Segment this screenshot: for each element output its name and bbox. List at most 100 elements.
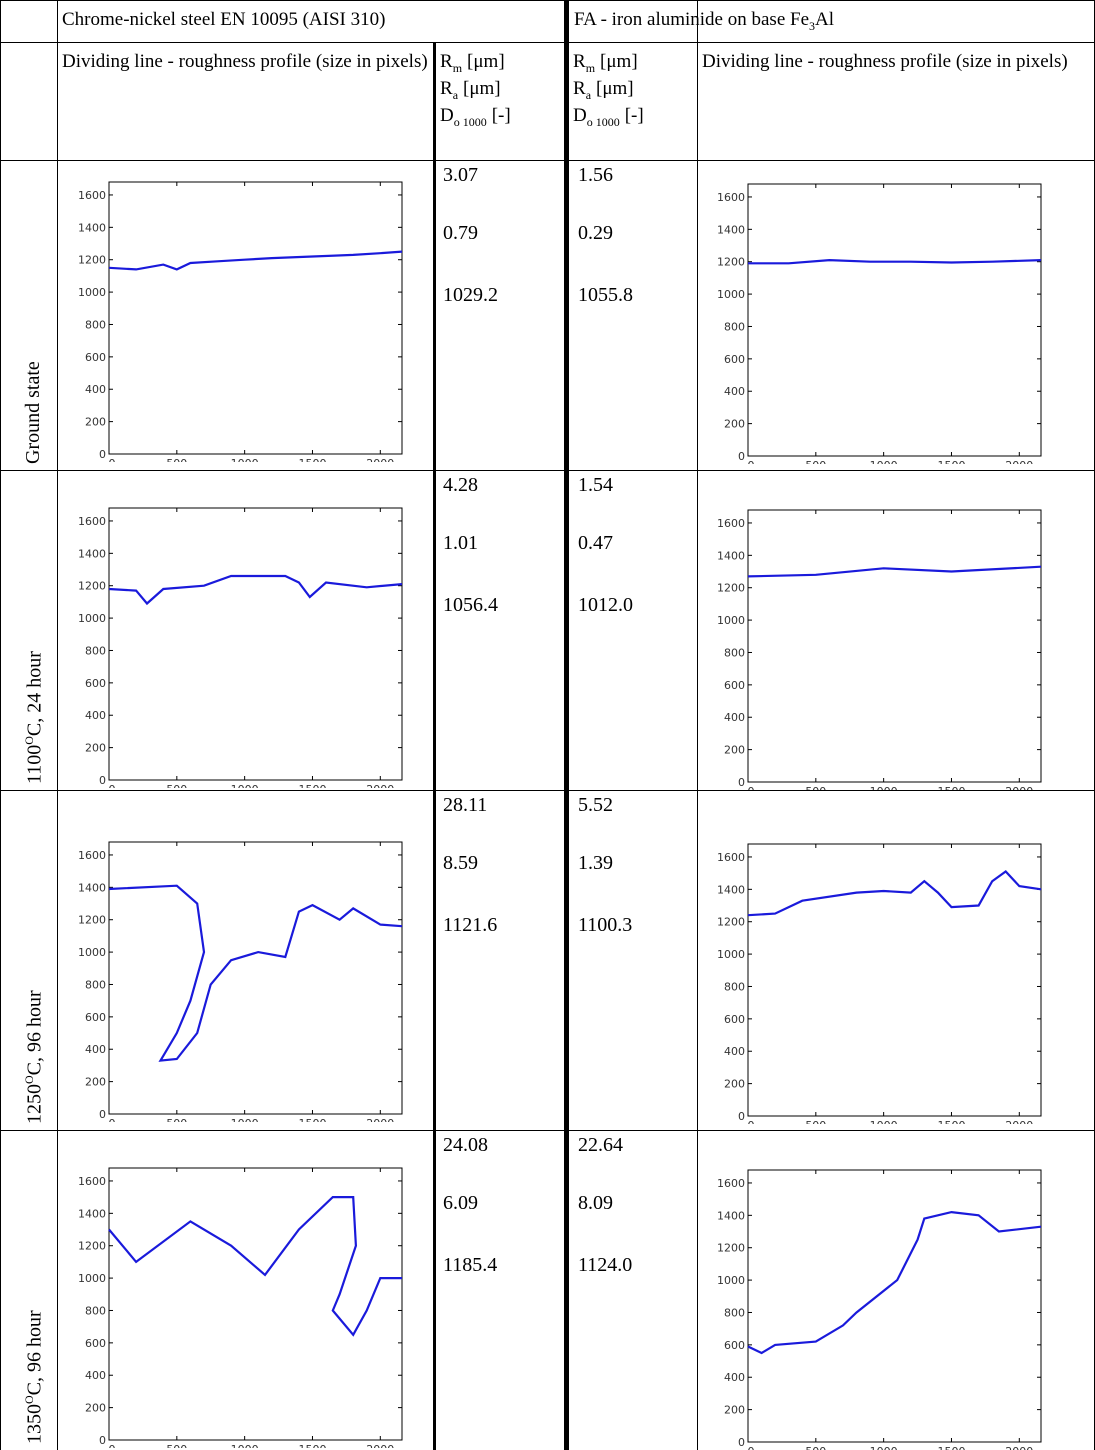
value: 4.28 <box>443 474 478 497</box>
param-symbol: R <box>573 78 586 99</box>
col-border-thick <box>564 0 569 1450</box>
param-sub: m <box>586 61 595 75</box>
value: 0.47 <box>578 532 613 555</box>
row-border <box>0 0 1095 1</box>
y-tick-label: 1400 <box>78 221 106 234</box>
y-tick-label: 1400 <box>717 549 745 562</box>
value: 0.79 <box>443 222 478 245</box>
y-tick-label: 0 <box>738 1436 745 1449</box>
y-tick-label: 1600 <box>78 515 106 528</box>
row-border <box>0 1130 1095 1131</box>
x-tick-label: 1000 <box>870 1119 898 1124</box>
param-symbol: R <box>440 78 453 99</box>
value: 22.64 <box>578 1134 623 1157</box>
x-tick-label: 1500 <box>298 457 326 462</box>
plot-frame <box>109 182 402 454</box>
header-cell: FA - iron aluminide on base Fe3Al <box>574 8 1089 38</box>
text: 1250 <box>24 1084 46 1124</box>
param-sub: o 1000 <box>454 115 487 129</box>
x-tick-label: 1500 <box>298 1117 326 1122</box>
param-cell: Rm[μm]Ra[μm]Do 1000[-] <box>440 50 560 131</box>
param-cell: Rm[μm]Ra[μm]Do 1000[-] <box>573 50 693 131</box>
param-sub: a <box>453 88 458 102</box>
x-tick-label: 2000 <box>1005 1119 1033 1124</box>
text: 1100 <box>24 745 46 784</box>
profile-plot: 0200400600800100012001400160005001000150… <box>59 1148 437 1448</box>
y-tick-label: 1000 <box>78 612 106 625</box>
y-tick-label: 1200 <box>78 914 106 927</box>
x-tick-label: 1500 <box>298 783 326 788</box>
y-tick-label: 800 <box>85 318 106 331</box>
x-tick-label: 1500 <box>298 1443 326 1448</box>
value: 1.39 <box>578 852 613 875</box>
y-tick-label: 800 <box>85 1304 106 1317</box>
plot-frame <box>748 184 1041 456</box>
profile-plot: 0200400600800100012001400160005001000150… <box>698 824 1076 1124</box>
param: Do 1000[-] <box>440 104 560 131</box>
x-tick-label: 0 <box>748 1119 755 1124</box>
profile-plot: 0200400600800100012001400160005001000150… <box>698 490 1076 790</box>
y-tick-label: 0 <box>99 448 106 461</box>
header-cell: Dividing line - roughness profile (size … <box>702 50 1090 74</box>
plot-frame <box>748 1170 1041 1442</box>
value: 24.08 <box>443 1134 488 1157</box>
y-tick-label: 0 <box>99 774 106 787</box>
x-tick-label: 1500 <box>937 1445 965 1450</box>
y-tick-label: 800 <box>724 980 745 993</box>
x-tick-label: 500 <box>805 1119 826 1124</box>
x-tick-label: 1000 <box>231 1443 259 1448</box>
y-tick-label: 1600 <box>717 851 745 864</box>
value: 1185.4 <box>443 1254 497 1277</box>
y-tick-label: 1000 <box>717 288 745 301</box>
y-tick-label: 600 <box>724 679 745 692</box>
x-tick-label: 500 <box>805 459 826 464</box>
x-tick-label: 0 <box>109 457 116 462</box>
value: 6.09 <box>443 1192 478 1215</box>
x-tick-label: 0 <box>109 1443 116 1448</box>
plot-frame <box>109 508 402 780</box>
value: 1012.0 <box>578 594 633 617</box>
col-border <box>57 0 58 1450</box>
param-unit: [μm] <box>600 51 638 72</box>
y-tick-label: 1400 <box>78 881 106 894</box>
y-tick-label: 1600 <box>78 189 106 202</box>
param: Rm[μm] <box>573 50 693 77</box>
x-tick-label: 1000 <box>231 457 259 462</box>
y-tick-label: 1400 <box>78 1207 106 1220</box>
param-sub: m <box>453 61 462 75</box>
x-tick-label: 500 <box>166 1443 187 1448</box>
superscript: O <box>22 1075 36 1084</box>
header-cell: Chrome-nickel steel EN 10095 (AISI 310) <box>62 8 432 32</box>
param-unit: [-] <box>625 105 644 126</box>
plot-frame <box>109 842 402 1114</box>
value: 5.52 <box>578 794 613 817</box>
x-tick-label: 2000 <box>1005 785 1033 790</box>
plot-frame <box>748 510 1041 782</box>
y-tick-label: 1400 <box>78 547 106 560</box>
y-tick-label: 1200 <box>78 254 106 267</box>
y-tick-label: 1600 <box>78 1175 106 1188</box>
x-tick-label: 500 <box>166 1117 187 1122</box>
x-tick-label: 0 <box>748 1445 755 1450</box>
y-tick-label: 1600 <box>717 191 745 204</box>
row-label: 1100OC, 24 hour <box>22 651 47 784</box>
y-tick-label: 200 <box>724 418 745 431</box>
x-tick-label: 500 <box>805 1445 826 1450</box>
y-tick-label: 800 <box>85 978 106 991</box>
y-tick-label: 600 <box>724 353 745 366</box>
x-tick-label: 500 <box>166 783 187 788</box>
text: Chrome-nickel steel EN 10095 (AISI 310) <box>62 9 385 30</box>
x-tick-label: 500 <box>805 785 826 790</box>
y-tick-label: 1000 <box>78 946 106 959</box>
text: C, 96 hour <box>24 990 46 1075</box>
y-tick-label: 800 <box>85 644 106 657</box>
value: 8.59 <box>443 852 478 875</box>
x-tick-label: 2000 <box>366 1117 394 1122</box>
profile-plot: 0200400600800100012001400160005001000150… <box>59 162 437 462</box>
x-tick-label: 2000 <box>366 783 394 788</box>
y-tick-label: 0 <box>738 776 745 789</box>
profile-plot: 0200400600800100012001400160005001000150… <box>59 822 437 1122</box>
value: 1121.6 <box>443 914 497 937</box>
value: 1.56 <box>578 164 613 187</box>
value: 1029.2 <box>443 284 498 307</box>
